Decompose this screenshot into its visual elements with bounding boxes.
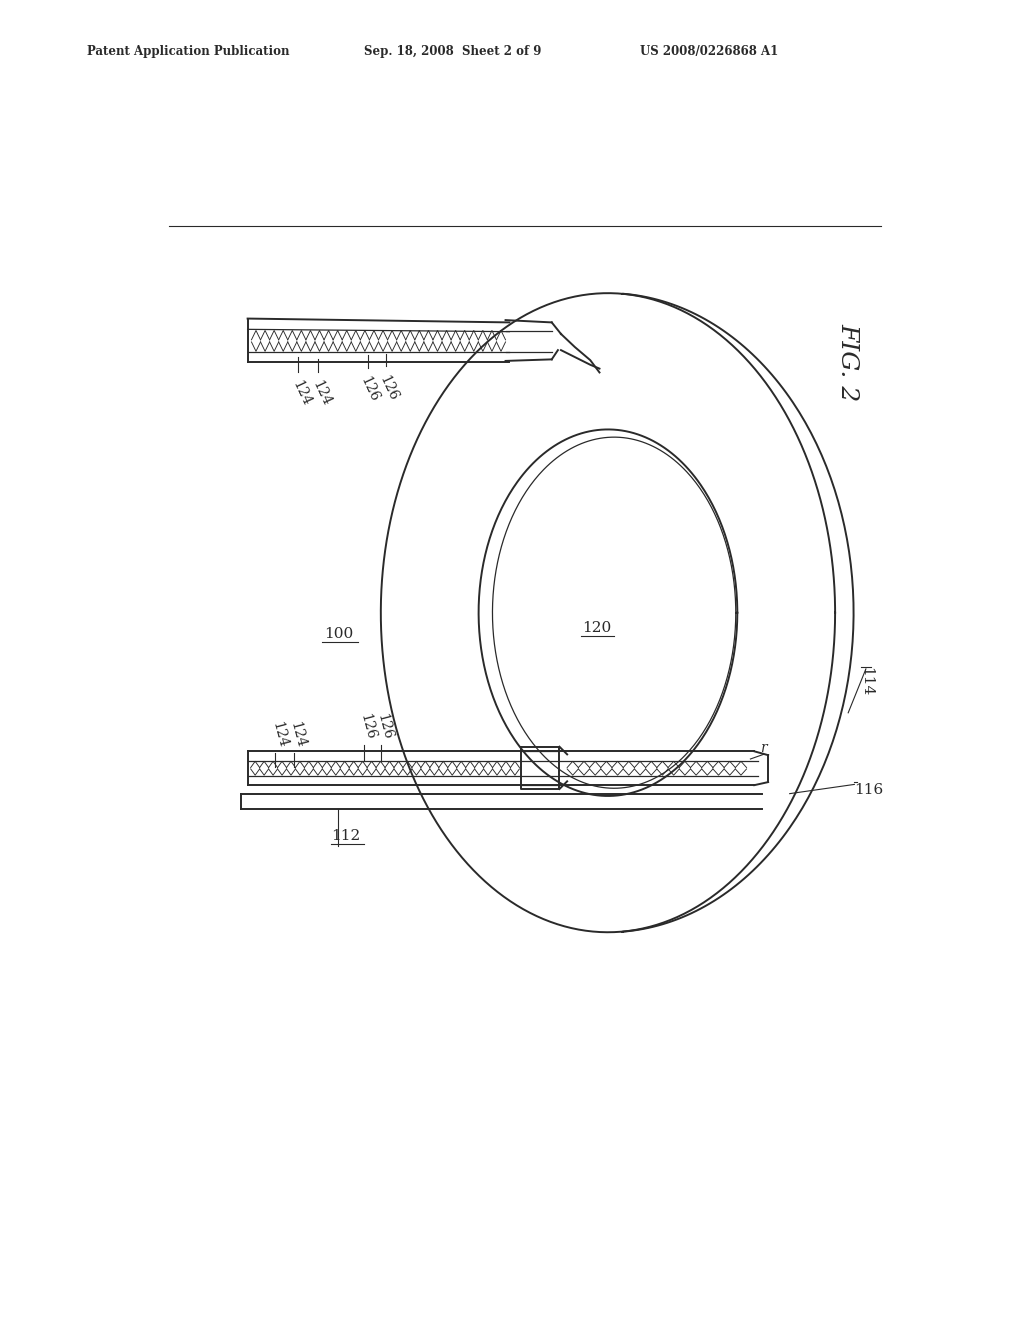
Text: 112: 112 bbox=[332, 829, 360, 843]
Text: 116: 116 bbox=[854, 783, 884, 797]
Text: Patent Application Publication: Patent Application Publication bbox=[87, 45, 290, 58]
Text: 100: 100 bbox=[324, 627, 353, 642]
Text: 120: 120 bbox=[582, 622, 611, 635]
Text: 124: 124 bbox=[269, 719, 290, 748]
Text: 124: 124 bbox=[309, 379, 334, 408]
Text: 114: 114 bbox=[859, 668, 872, 697]
Text: 126: 126 bbox=[357, 711, 378, 742]
Text: r: r bbox=[760, 742, 767, 755]
Text: 124: 124 bbox=[290, 379, 313, 408]
Text: 126: 126 bbox=[357, 375, 381, 404]
Text: 124: 124 bbox=[288, 719, 308, 748]
Text: FIG. 2: FIG. 2 bbox=[837, 323, 860, 401]
Text: Sep. 18, 2008  Sheet 2 of 9: Sep. 18, 2008 Sheet 2 of 9 bbox=[364, 45, 541, 58]
Text: 126: 126 bbox=[377, 374, 400, 403]
Text: US 2008/0226868 A1: US 2008/0226868 A1 bbox=[640, 45, 778, 58]
Text: 126: 126 bbox=[375, 711, 395, 742]
